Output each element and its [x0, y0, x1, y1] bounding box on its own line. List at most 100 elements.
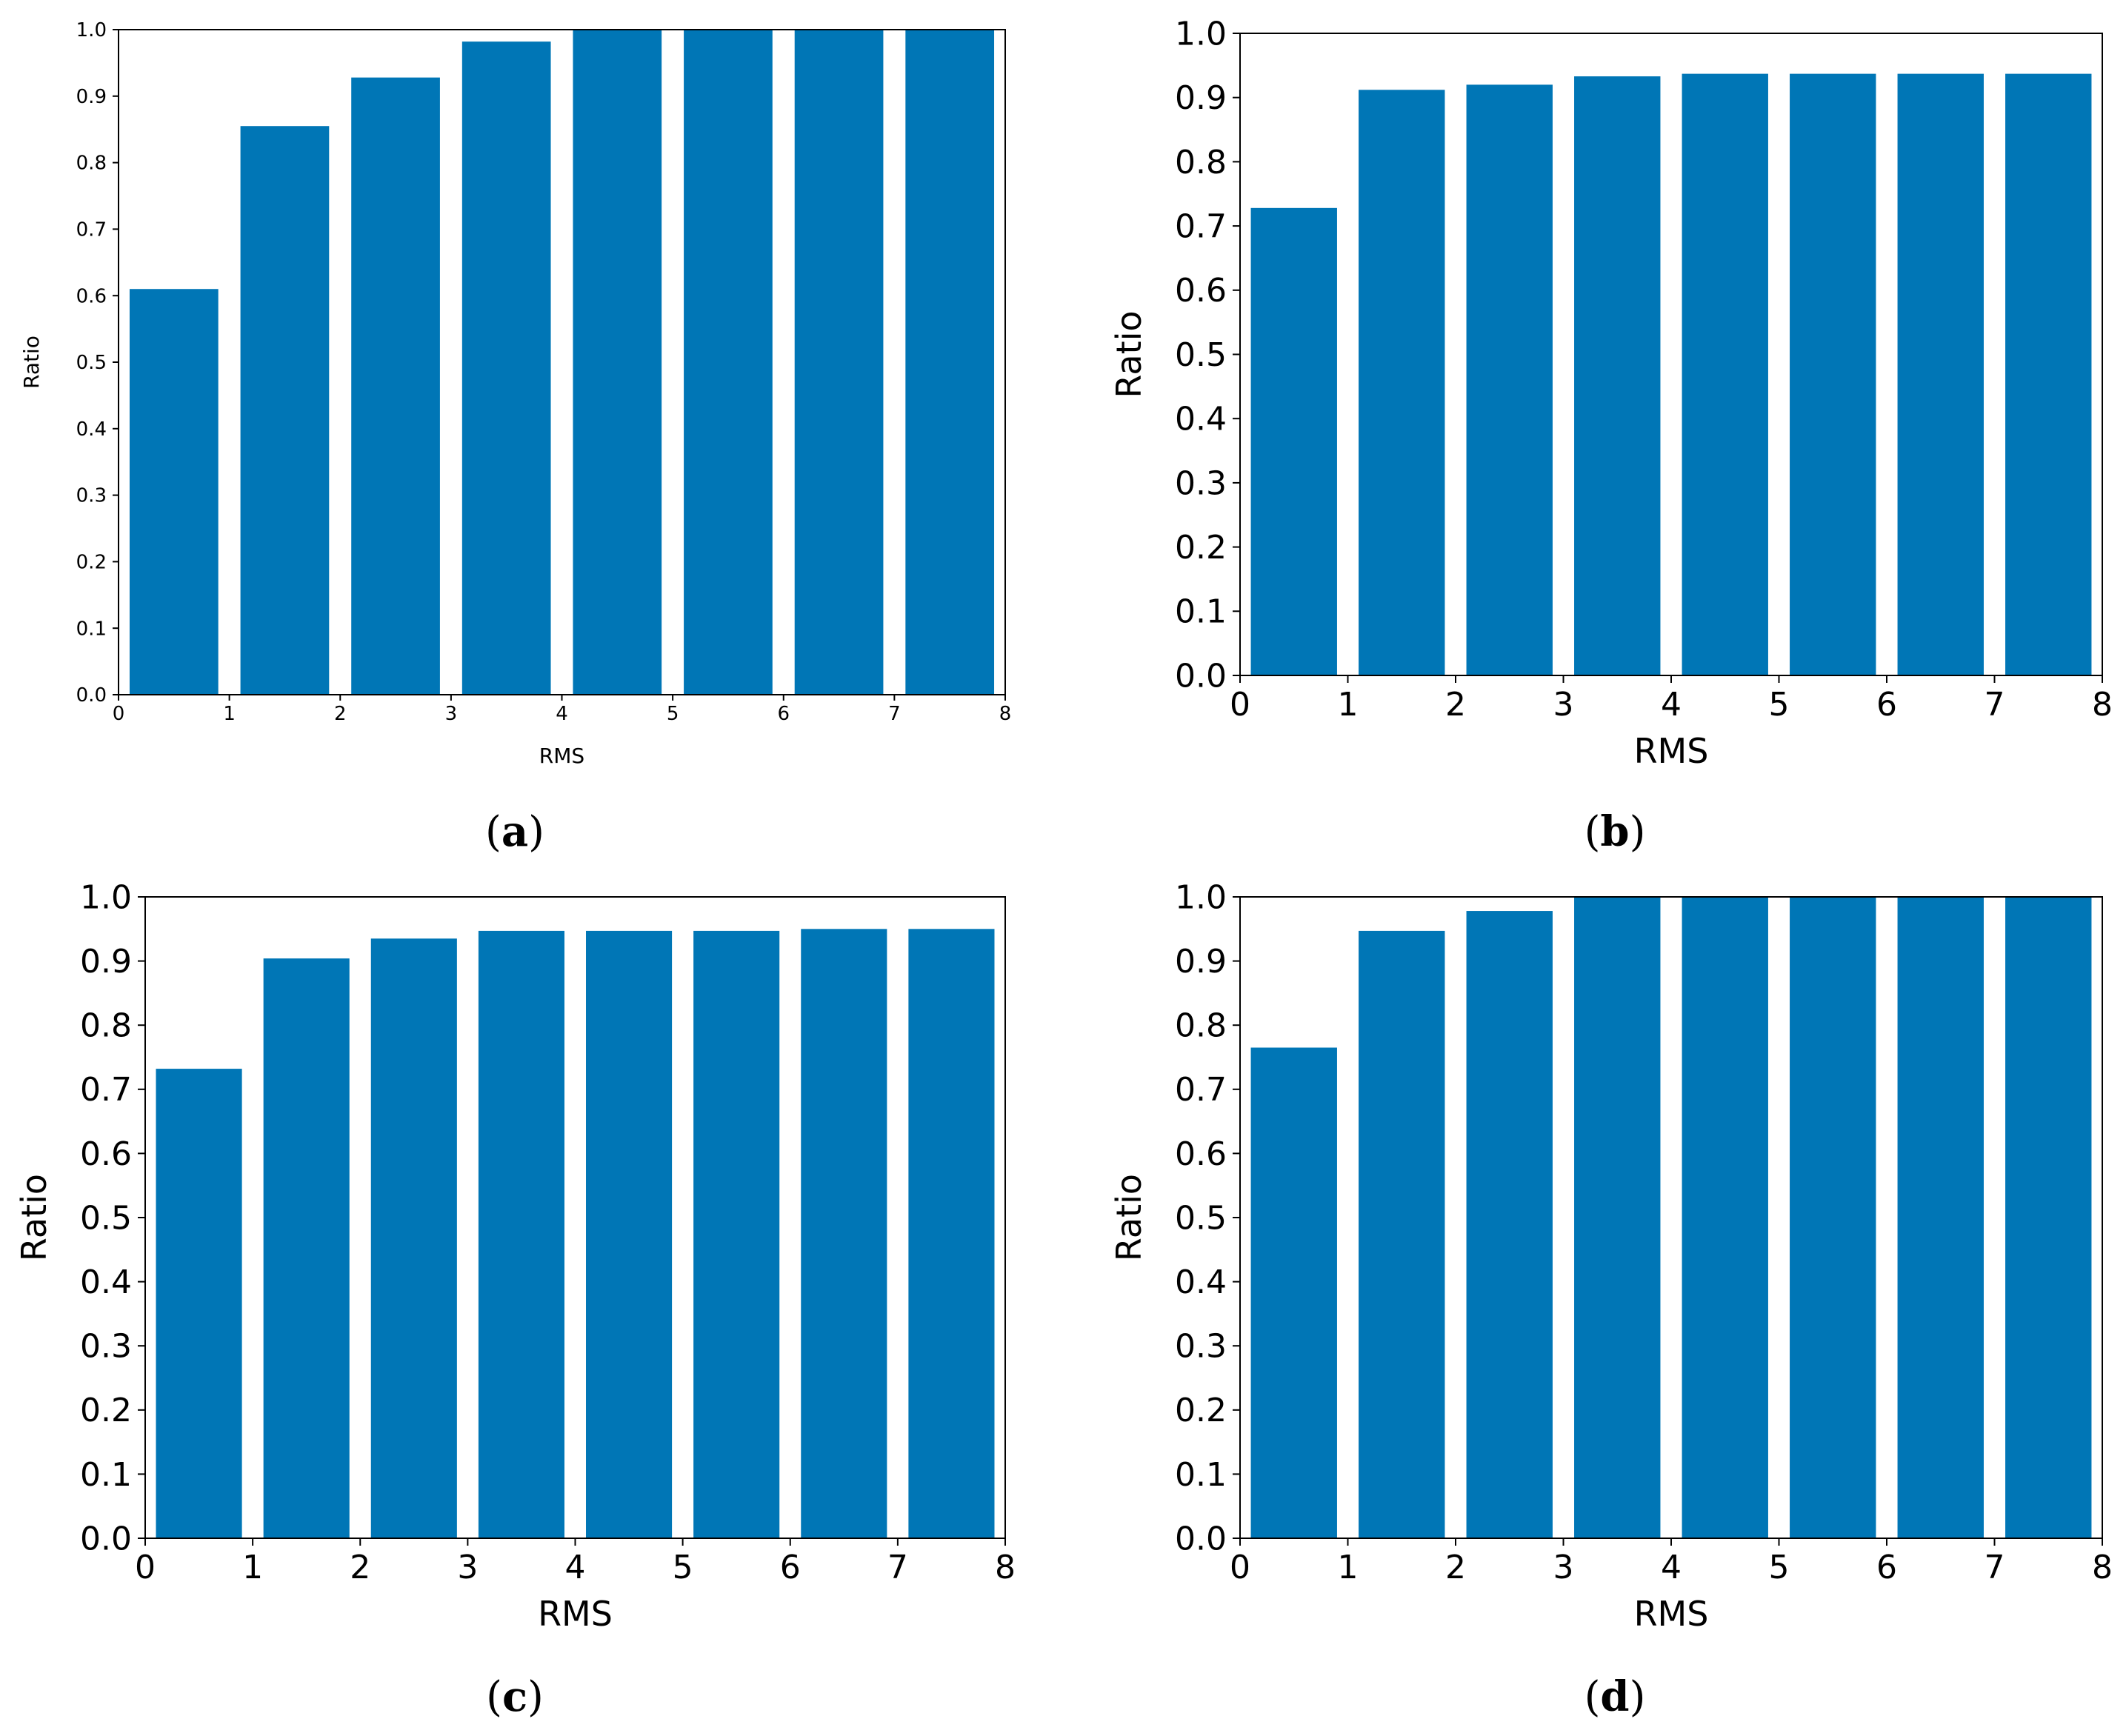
x-tick-label-b-6: 6 — [1876, 686, 1897, 724]
x-tick-label-a-7: 7 — [888, 703, 901, 725]
x-tick-label-d-4: 4 — [1661, 1549, 1682, 1586]
y-axis-label-a: Ratio — [19, 335, 44, 389]
y-axis-label-d: Ratio — [1109, 1174, 1149, 1261]
x-tick-label-d-8: 8 — [2092, 1549, 2113, 1586]
y-tick-label-b-0.8: 0.8 — [1175, 144, 1227, 181]
bar-c-7 — [801, 929, 887, 1538]
x-tick-label-d-2: 2 — [1445, 1549, 1466, 1586]
x-tick-label-c-8: 8 — [995, 1549, 1016, 1586]
y-tick-label-b-0.3: 0.3 — [1175, 464, 1227, 502]
bar-d-6 — [1790, 897, 1876, 1538]
bar-b-7 — [1897, 73, 1984, 676]
bar-c-3 — [370, 938, 457, 1538]
x-tick-label-c-4: 4 — [565, 1549, 586, 1586]
x-tick-label-c-1: 1 — [242, 1549, 263, 1586]
bar-c-5 — [586, 930, 673, 1538]
x-tick-label-a-0: 0 — [113, 703, 125, 725]
x-tick-label-d-0: 0 — [1230, 1549, 1250, 1586]
caption-d: (d) — [1584, 1672, 1646, 1721]
y-tick-label-a-0.6: 0.6 — [76, 285, 107, 307]
y-tick-label-c-0.0: 0.0 — [80, 1520, 132, 1558]
bar-a-8 — [905, 30, 995, 695]
x-tick-label-a-8: 8 — [999, 703, 1012, 725]
x-tick-label-a-1: 1 — [223, 703, 236, 725]
bar-c-4 — [478, 930, 564, 1538]
x-tick-label-c-5: 5 — [673, 1549, 693, 1586]
x-tick-label-b-4: 4 — [1661, 686, 1682, 724]
bar-b-6 — [1790, 73, 1876, 676]
bar-a-2 — [240, 126, 330, 695]
x-tick-label-b-0: 0 — [1230, 686, 1250, 724]
bar-c-2 — [263, 958, 350, 1538]
y-tick-label-a-0.8: 0.8 — [76, 153, 107, 175]
y-tick-label-c-0.7: 0.7 — [80, 1071, 132, 1109]
y-tick-label-c-0.9: 0.9 — [80, 943, 132, 981]
x-tick-label-d-7: 7 — [1985, 1549, 2005, 1586]
x-axis-label-a: RMS — [539, 744, 584, 768]
x-tick-label-d-6: 6 — [1876, 1549, 1897, 1586]
y-tick-label-b-0.2: 0.2 — [1175, 529, 1227, 567]
bar-d-5 — [1682, 897, 1768, 1538]
bar-a-4 — [461, 41, 551, 695]
y-tick-label-b-0.0: 0.0 — [1175, 657, 1227, 695]
y-tick-label-a-0.1: 0.1 — [76, 618, 107, 640]
y-tick-label-c-0.4: 0.4 — [80, 1263, 132, 1301]
panel-a-chart: 0 1 2 3 4 5 6 7 8 0.0 0.1 0.2 0.3 0.4 0.5 0.6 0.7 0.8 0.9 1… — [19, 19, 1011, 768]
y-tick-label-b-0.7: 0.7 — [1175, 208, 1227, 246]
y-tick-label-d-0.3: 0.3 — [1175, 1328, 1227, 1366]
bar-c-8 — [908, 929, 995, 1538]
y-tick-label-b-0.4: 0.4 — [1175, 401, 1227, 438]
y-tick-label-d-0.9: 0.9 — [1175, 943, 1227, 981]
y-tick-label-b-1.0: 1.0 — [1175, 15, 1227, 53]
bar-b-4 — [1574, 76, 1661, 676]
x-tick-label-b-1: 1 — [1338, 686, 1359, 724]
y-tick-label-c-0.1: 0.1 — [80, 1456, 132, 1494]
bar-d-8 — [2005, 897, 2092, 1538]
x-tick-label-c-3: 3 — [457, 1549, 478, 1586]
y-tick-label-d-0.8: 0.8 — [1175, 1007, 1227, 1045]
y-tick-label-a-0.0: 0.0 — [76, 684, 107, 707]
y-tick-label-b-0.6: 0.6 — [1175, 272, 1227, 310]
caption-a: (a) — [485, 807, 544, 856]
panel-b-chart: 0 1 2 3 4 5 6 7 8 0.0 0.1 0.2 0.3 0.4 0.5 0.6 0.7 0.8 0.9 1… — [1109, 15, 2113, 771]
y-tick-label-a-0.5: 0.5 — [76, 352, 107, 374]
x-axis-label-b: RMS — [1634, 731, 1709, 771]
x-tick-label-d-3: 3 — [1553, 1549, 1574, 1586]
bar-a-7 — [794, 30, 884, 695]
y-tick-label-a-0.2: 0.2 — [76, 552, 107, 574]
bar-d-1 — [1250, 1047, 1337, 1538]
bar-c-1 — [156, 1069, 242, 1538]
panel-c-chart: 0 1 2 3 4 5 6 7 8 0.0 0.1 0.2 0.3 0.4 0.5 0.6 0.7 0.8 0.9 1… — [14, 878, 1016, 1634]
bar-d-7 — [1897, 897, 1984, 1538]
caption-c: (c) — [486, 1672, 544, 1721]
y-tick-label-b-0.1: 0.1 — [1175, 593, 1227, 631]
bar-a-1 — [129, 289, 219, 695]
x-tick-label-c-2: 2 — [350, 1549, 370, 1586]
bar-b-8 — [2005, 73, 2092, 676]
caption-a-letter: a — [501, 807, 528, 856]
y-tick-label-d-1.0: 1.0 — [1175, 878, 1227, 916]
x-tick-label-b-5: 5 — [1769, 686, 1790, 724]
y-tick-label-a-0.4: 0.4 — [76, 418, 107, 441]
y-tick-label-d-0.4: 0.4 — [1175, 1263, 1227, 1301]
y-tick-label-b-0.5: 0.5 — [1175, 336, 1227, 374]
y-tick-label-d-0.7: 0.7 — [1175, 1071, 1227, 1109]
bar-d-4 — [1574, 897, 1661, 1538]
y-tick-label-d-0.6: 0.6 — [1175, 1135, 1227, 1173]
bar-b-3 — [1466, 84, 1553, 676]
y-tick-label-a-0.9: 0.9 — [76, 86, 107, 108]
y-tick-label-d-0.5: 0.5 — [1175, 1199, 1227, 1237]
x-tick-label-b-3: 3 — [1553, 686, 1574, 724]
x-tick-label-a-2: 2 — [334, 703, 347, 725]
x-tick-label-a-5: 5 — [667, 703, 679, 725]
bar-a-6 — [684, 30, 773, 695]
y-tick-label-c-0.6: 0.6 — [80, 1135, 132, 1173]
x-tick-label-d-5: 5 — [1769, 1549, 1790, 1586]
y-tick-label-d-0.2: 0.2 — [1175, 1392, 1227, 1429]
x-tick-label-d-1: 1 — [1338, 1549, 1359, 1586]
caption-c-letter: c — [502, 1672, 527, 1721]
x-tick-label-c-6: 6 — [780, 1549, 801, 1586]
x-tick-label-a-6: 6 — [777, 703, 790, 725]
y-axis-label-c: Ratio — [14, 1174, 54, 1261]
bar-a-3 — [351, 77, 440, 695]
